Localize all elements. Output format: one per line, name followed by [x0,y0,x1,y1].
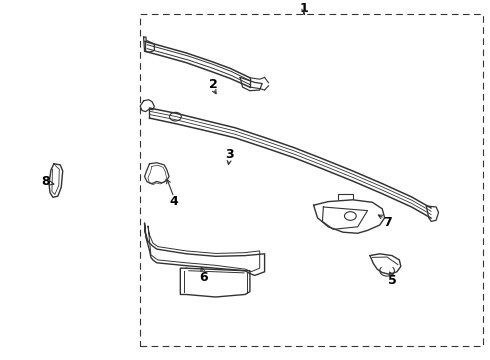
Text: 4: 4 [170,195,178,208]
Text: 2: 2 [209,78,218,91]
Text: 7: 7 [383,216,392,229]
Text: 3: 3 [225,148,234,161]
Text: 8: 8 [41,175,49,188]
Text: 6: 6 [199,271,208,284]
Bar [140,14,483,346]
Text: 5: 5 [388,274,396,287]
Text: 1: 1 [299,2,308,15]
